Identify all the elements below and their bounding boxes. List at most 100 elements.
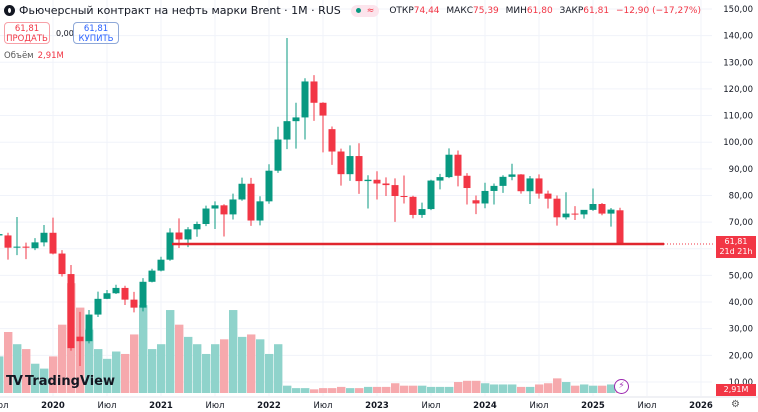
volume-bar (490, 384, 499, 393)
volume-bar (382, 386, 391, 393)
low-value: 61,80 (526, 5, 553, 16)
volume-bar (481, 383, 490, 393)
sell-button[interactable]: 61,81 ПРОДАТЬ (4, 22, 50, 44)
candle-body (4, 235, 12, 248)
candle-body (238, 183, 246, 200)
volume-bar (274, 344, 283, 393)
candle-body (589, 204, 597, 210)
ohlc-values: ОТКР74,44 МАКС75,39 МИН61,80 ЗАКР61,81 −… (389, 6, 705, 16)
y-tick-label: 70,00 (729, 218, 753, 228)
volume-bar (346, 388, 355, 393)
x-tick-label: 2020 (41, 401, 65, 411)
candle-body (544, 193, 552, 199)
candle-body (211, 205, 219, 209)
x-tick-label: Июл (638, 401, 657, 411)
candle-body (481, 190, 489, 204)
volume-bar (0, 356, 4, 393)
x-tick-label: 2021 (149, 401, 173, 411)
candle-body (130, 299, 138, 308)
candle-body (490, 185, 498, 191)
candle-body (265, 170, 273, 202)
candle-body (463, 175, 471, 189)
volume-legend-label: Объём (4, 51, 34, 61)
volume-bar (454, 382, 463, 393)
tradingview-logo[interactable]: TV TradingView (6, 374, 115, 389)
candle-body (22, 246, 30, 248)
candle-body (337, 151, 345, 175)
candle-body (346, 156, 354, 175)
volume-legend[interactable]: Объём 2,91M (4, 51, 64, 61)
volume-bar (157, 344, 166, 393)
y-tick-label: 90,00 (729, 165, 753, 175)
candle-body (157, 259, 165, 271)
candle-body (121, 287, 129, 300)
volume-bar (148, 349, 157, 393)
volume-bar (256, 339, 265, 393)
volume-bar (427, 386, 436, 393)
volume-bar (499, 384, 508, 393)
volume-bar (580, 384, 589, 393)
y-tick-label: 10,00 (729, 378, 753, 388)
x-tick-label: 2025 (581, 401, 605, 411)
buy-button[interactable]: 61,81 КУПИТЬ (73, 22, 119, 44)
volume-bar (238, 336, 247, 393)
symbol-title[interactable]: Фьючерсный контракт на нефть марки Brent… (19, 4, 341, 17)
y-tick-label: 120,00 (723, 85, 753, 95)
candle-body (472, 200, 480, 204)
volume-bar (472, 380, 481, 393)
y-tick-label: 130,00 (723, 58, 753, 68)
sell-price: 61,81 (14, 24, 40, 34)
volume-bar (85, 329, 94, 393)
candle-body (580, 209, 588, 215)
volume-bar (391, 383, 400, 393)
candle-body (220, 205, 228, 215)
y-tick-label: 150,00 (723, 5, 753, 15)
volume-bar (553, 378, 562, 393)
volume-bar (292, 388, 301, 393)
settings-gear-icon[interactable]: ⚙ (731, 399, 740, 410)
candle-body (607, 209, 615, 214)
market-status-badge[interactable]: ≈ (350, 4, 380, 17)
x-tick-label: 2024 (473, 401, 497, 411)
candle-body (508, 174, 516, 177)
volume-bar (562, 382, 571, 393)
volume-bar (139, 305, 148, 393)
candle-body (553, 198, 561, 218)
volume-bar (193, 344, 202, 393)
volume-bar (31, 363, 40, 393)
x-tick-label: Июл (422, 401, 441, 411)
x-tick-label: 2023 (365, 401, 389, 411)
volume-bar (40, 368, 49, 393)
candle-body (274, 139, 282, 171)
candle-body (409, 196, 417, 215)
candle-body (355, 156, 363, 182)
tradingview-wordmark: TradingView (24, 374, 115, 389)
volume-bar (112, 351, 121, 393)
volume-bar (328, 388, 337, 393)
bar-countdown: 21d 21h (719, 247, 753, 256)
candle-body (166, 232, 174, 260)
volume-bar (301, 388, 310, 393)
lightning-icon[interactable]: ⚡ (614, 379, 629, 394)
last-volume-label: 2,91M (716, 384, 756, 396)
volume-bar (49, 356, 58, 393)
volume-bar (58, 324, 67, 393)
candle-body (445, 154, 453, 178)
volume-legend-value: 2,91M (37, 51, 64, 61)
y-tick-label: 140,00 (723, 32, 753, 42)
candle-body (616, 210, 624, 244)
buy-price: 61,81 (83, 24, 109, 34)
y-tick-label: 110,00 (723, 112, 753, 122)
candle-body (418, 209, 426, 215)
candle-body (400, 196, 408, 198)
y-tick-label: 50,00 (729, 271, 753, 281)
candle-body (571, 213, 579, 215)
candle-body (193, 223, 201, 230)
volume-bar (355, 388, 364, 393)
volume-bar (319, 388, 328, 393)
candle-body (103, 293, 111, 299)
candle-body (517, 174, 525, 192)
candle-body (454, 154, 462, 176)
x-tick-label: 2022 (257, 401, 281, 411)
